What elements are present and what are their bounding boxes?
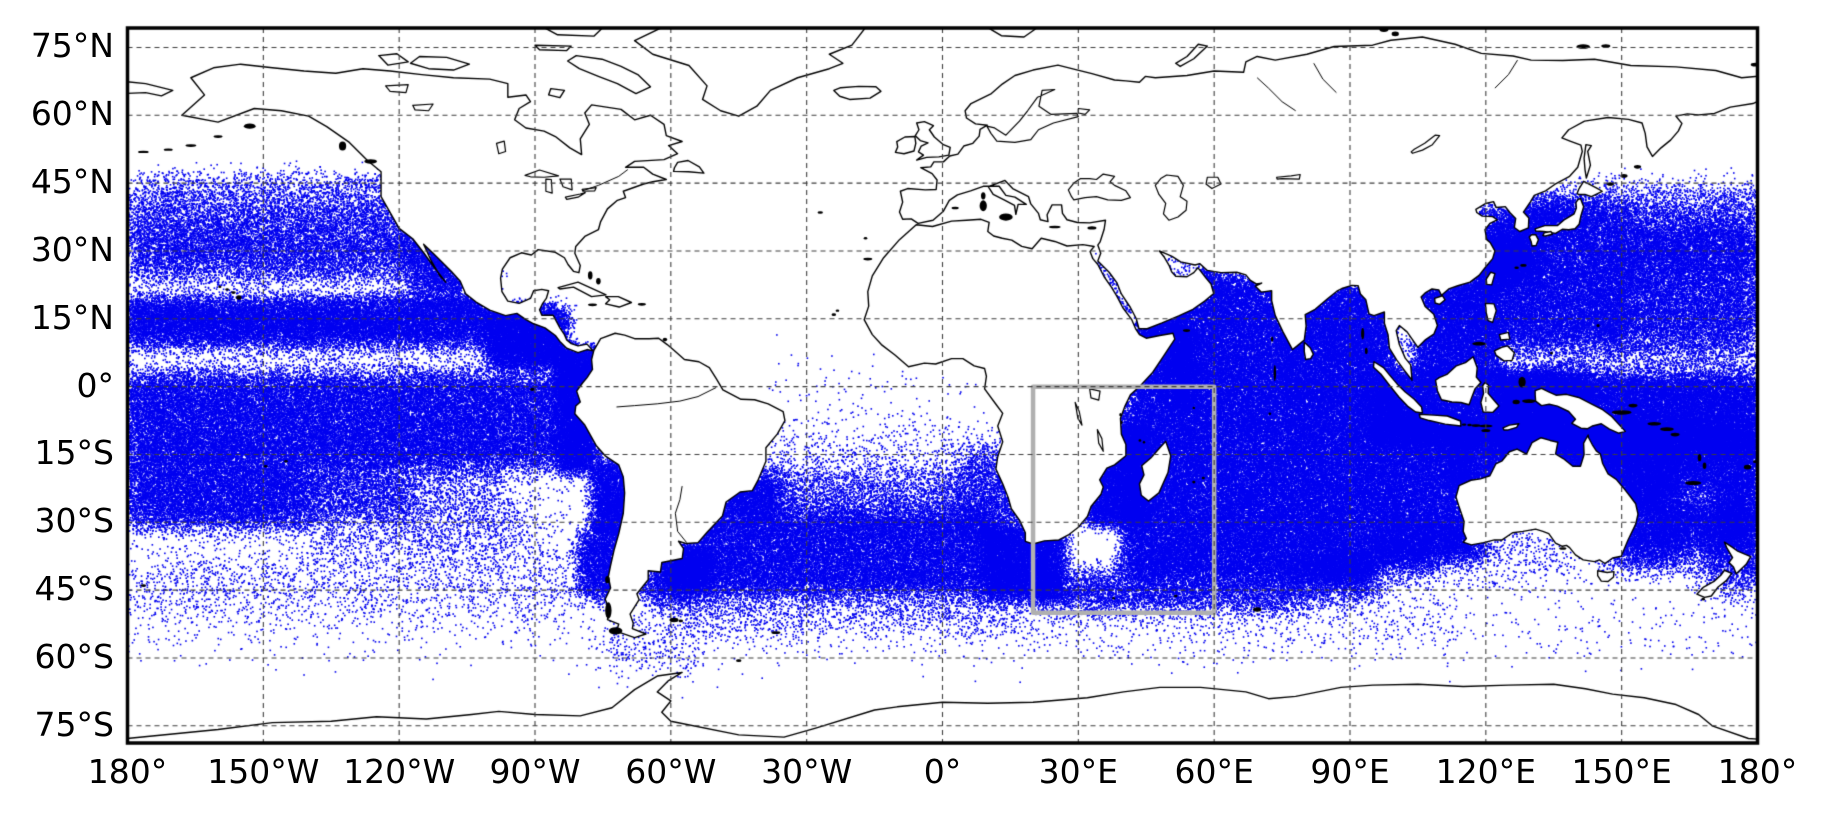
- x-tick-label: 60°E: [1174, 752, 1254, 791]
- y-tick-label: 0°: [76, 365, 115, 405]
- x-tick-label: 60°W: [625, 752, 717, 791]
- x-tick-label: 90°E: [1310, 752, 1390, 791]
- y-tick-label: 75°S: [34, 704, 114, 744]
- x-tick-label: 30°W: [761, 752, 853, 791]
- y-tick-label: 60°N: [30, 94, 114, 134]
- x-tick-label: 90°W: [489, 752, 581, 791]
- y-tick-label: 75°N: [30, 26, 114, 66]
- x-tick-label: 150°E: [1571, 752, 1672, 791]
- x-tick-label: 120°E: [1435, 752, 1536, 791]
- y-tick-label: 60°S: [34, 636, 114, 676]
- y-tick-label: 30°S: [34, 501, 114, 541]
- y-tick-label: 30°N: [30, 229, 114, 269]
- x-tick-label: 0°: [923, 752, 962, 791]
- x-tick-label: 150°W: [207, 752, 320, 791]
- y-tick-label: 45°S: [34, 569, 114, 609]
- x-tick-label: 120°W: [343, 752, 456, 791]
- x-tick-label: 30°E: [1038, 752, 1118, 791]
- y-tick-label: 45°N: [30, 162, 114, 202]
- y-tick-label: 15°N: [30, 297, 114, 337]
- y-tick-label: 15°S: [34, 433, 114, 473]
- x-tick-label: 180°: [1717, 752, 1798, 791]
- x-tick-label: 180°: [87, 752, 168, 791]
